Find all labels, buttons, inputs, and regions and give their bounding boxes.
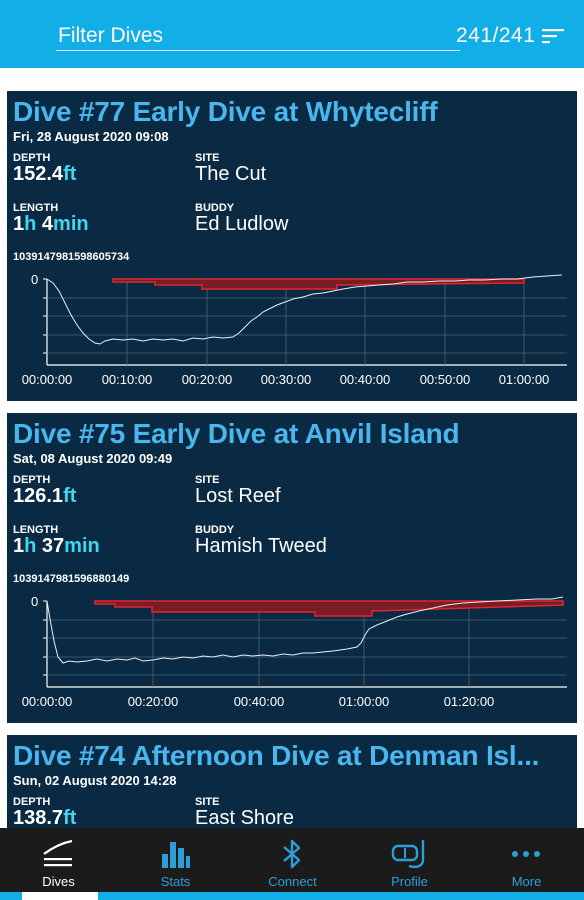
chart-x-label: 00:50:00 [420,372,471,387]
chart-y-label: 0 [31,594,38,609]
depth-profile-line [46,596,564,664]
chart-x-label: 00:20:00 [128,694,179,709]
nav-more[interactable]: More [468,828,584,892]
chart-x-label: 00:30:00 [261,372,312,387]
filter-dives-field[interactable]: Filter Dives [58,24,164,47]
chart-x-label: 00:40:00 [234,694,285,709]
buddy-value: Hamish Tweed [195,535,327,557]
dive-profile-chart: 0 00:00:00 [22,272,567,387]
nav-label: Dives [42,874,75,889]
chart-y-label: 0 [31,272,38,287]
bluetooth-icon [283,839,301,869]
dive-date: Sat, 08 August 2020 09:49 [13,451,173,466]
site-label: SITE [195,152,220,164]
nav-connect[interactable]: Connect [234,828,351,892]
nav-stats[interactable]: Stats [117,828,234,892]
nav-profile[interactable]: Profile [351,828,468,892]
dive-title: Dive #74 Afternoon Dive at Denman Isl... [13,740,540,771]
nav-dives[interactable]: Dives [0,828,117,892]
chart-x-label: 00:20:00 [182,372,233,387]
dive-card[interactable]: Dive #74 Afternoon Dive at Denman Isl...… [7,735,577,828]
length-value: 1h 37min [13,535,100,557]
dive-date: Fri, 28 August 2020 09:08 [13,129,169,144]
depth-value: 152.4ft [13,163,77,185]
site-value: Lost Reef [195,485,281,507]
dive-title: Dive #77 Early Dive at Whytecliff [13,96,438,127]
header-divider [0,68,584,76]
dive-profile-chart: 0 00:00:00 00:20:00 [22,594,567,709]
chart-x-label: 01:20:00 [444,694,495,709]
site-value: The Cut [195,163,267,185]
length-label: LENGTH [13,524,59,536]
active-tab-indicator [22,892,98,900]
dive-card[interactable]: Dive #77 Early Dive at Whytecliff Fri, 2… [7,91,577,401]
dive-title: Dive #75 Early Dive at Anvil Island [13,418,460,449]
nav-label: Stats [160,874,191,889]
nav-label: Connect [268,874,317,889]
site-label: SITE [195,796,220,808]
chart-x-label: 01:00:00 [339,694,390,709]
bar-chart-icon [162,842,190,868]
site-label: SITE [195,474,220,486]
nav-label: Profile [391,874,428,889]
length-value: 1h 4min [13,213,89,235]
buddy-value: Ed Ludlow [195,213,289,235]
top-bar: Filter Dives 241/241 [0,0,584,68]
depth-profile-line [46,274,563,345]
bottom-navigation: Dives Stats Connect Profile More [0,828,584,892]
chart-x-label: 00:00:00 [22,372,73,387]
chart-x-label: 01:00:00 [499,372,550,387]
depth-label: DEPTH [13,474,51,486]
site-value: East Shore [195,807,294,828]
depth-value: 126.1ft [13,485,77,507]
chart-x-label: 00:10:00 [102,372,153,387]
dive-card[interactable]: Dive #75 Early Dive at Anvil Island Sat,… [7,413,577,723]
dive-list[interactable]: Dive #77 Early Dive at Whytecliff Fri, 2… [0,76,584,828]
buddy-label: BUDDY [195,202,235,214]
mask-snorkel-icon [391,840,425,869]
sort-lines-icon[interactable] [542,28,564,44]
dive-date: Sun, 02 August 2020 14:28 [13,773,177,788]
chart-x-label: 00:00:00 [22,694,73,709]
dive-id: 1039147981596880149 [13,573,130,585]
length-label: LENGTH [13,202,59,214]
depth-value: 138.7ft [13,807,77,828]
depth-label: DEPTH [13,796,51,808]
chart-x-label: 00:40:00 [340,372,391,387]
filter-underline [56,50,460,51]
dive-count: 241/241 [456,24,536,47]
dive-id: 1039147981598605734 [13,251,130,263]
dive-profile-icon [43,839,73,867]
buddy-label: BUDDY [195,524,235,536]
deco-ceiling [94,600,564,617]
depth-label: DEPTH [13,152,51,164]
system-bar [0,892,584,900]
more-dots-icon [512,851,540,857]
nav-label: More [511,874,542,889]
